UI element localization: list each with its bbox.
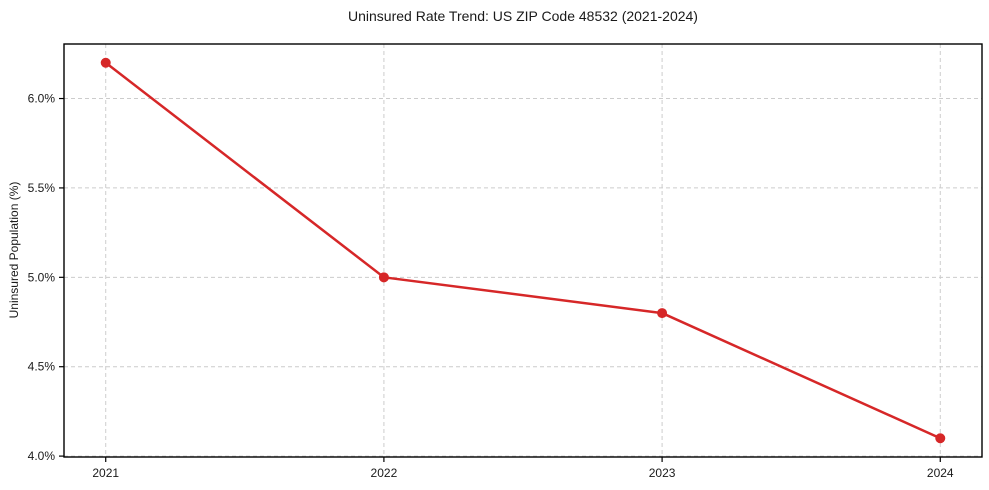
y-tick-label: 4.0%	[28, 449, 56, 463]
data-point	[378, 272, 389, 283]
axes-frame	[63, 43, 983, 458]
y-tick-label: 6.0%	[28, 92, 56, 106]
data-point	[657, 308, 668, 319]
x-tick-label: 2023	[649, 466, 676, 480]
x-tick-label: 2021	[92, 466, 119, 480]
trend-line	[104, 61, 942, 440]
chart-title: Uninsured Rate Trend: US ZIP Code 48532 …	[348, 8, 698, 24]
y-tick-label: 4.5%	[28, 360, 56, 374]
y-tick-label: 5.5%	[28, 181, 56, 195]
x-tick-label: 2024	[927, 466, 954, 480]
data-point	[935, 433, 946, 444]
data-point	[100, 57, 111, 68]
y-tick-label: 5.0%	[28, 270, 56, 284]
x-tick-label: 2022	[371, 466, 398, 480]
